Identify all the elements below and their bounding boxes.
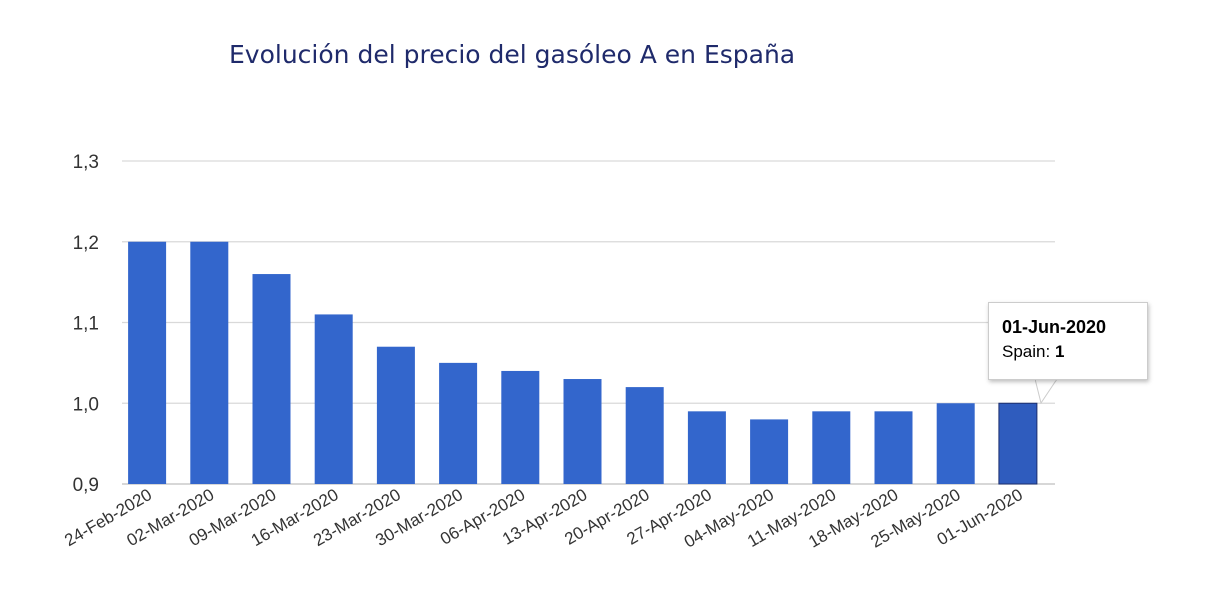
bar[interactable] [128, 241, 167, 484]
x-axis-ticks: 24-Feb-202002-Mar-202009-Mar-202016-Mar-… [61, 485, 1026, 552]
bar[interactable] [252, 274, 291, 484]
bar[interactable] [687, 411, 726, 484]
bar[interactable] [439, 362, 478, 484]
y-tick-label: 1,0 [73, 394, 99, 415]
bar[interactable] [812, 411, 851, 484]
y-tick-label: 1,1 [73, 314, 99, 335]
chart-title: Evolución del precio del gasóleo A en Es… [229, 40, 796, 69]
bar[interactable] [190, 241, 229, 484]
bar[interactable] [750, 419, 789, 484]
bar[interactable] [314, 314, 353, 484]
tooltip-value: 1 [1054, 342, 1065, 361]
y-tick-label: 1,2 [73, 233, 99, 254]
tooltip-series-label: Spain: [1002, 342, 1051, 361]
y-axis-ticks: 0,9 1,0 1,1 1,2 1,3 [73, 152, 99, 496]
bar[interactable] [998, 402, 1038, 485]
tooltip-pointer [1035, 379, 1058, 405]
tooltip-value-line: Spain: 1 [1002, 339, 1147, 365]
bars [128, 241, 1038, 485]
y-tick-label: 1,3 [73, 152, 99, 173]
y-tick-label: 0,9 [73, 475, 99, 496]
tooltip: 01-Jun-2020 Spain: 1 [988, 302, 1148, 380]
bar[interactable] [874, 411, 913, 484]
bar[interactable] [936, 403, 975, 484]
bar[interactable] [625, 387, 664, 484]
bar[interactable] [501, 370, 540, 484]
bar[interactable] [563, 379, 602, 484]
tooltip-date: 01-Jun-2020 [1002, 317, 1107, 337]
bar[interactable] [376, 346, 415, 484]
